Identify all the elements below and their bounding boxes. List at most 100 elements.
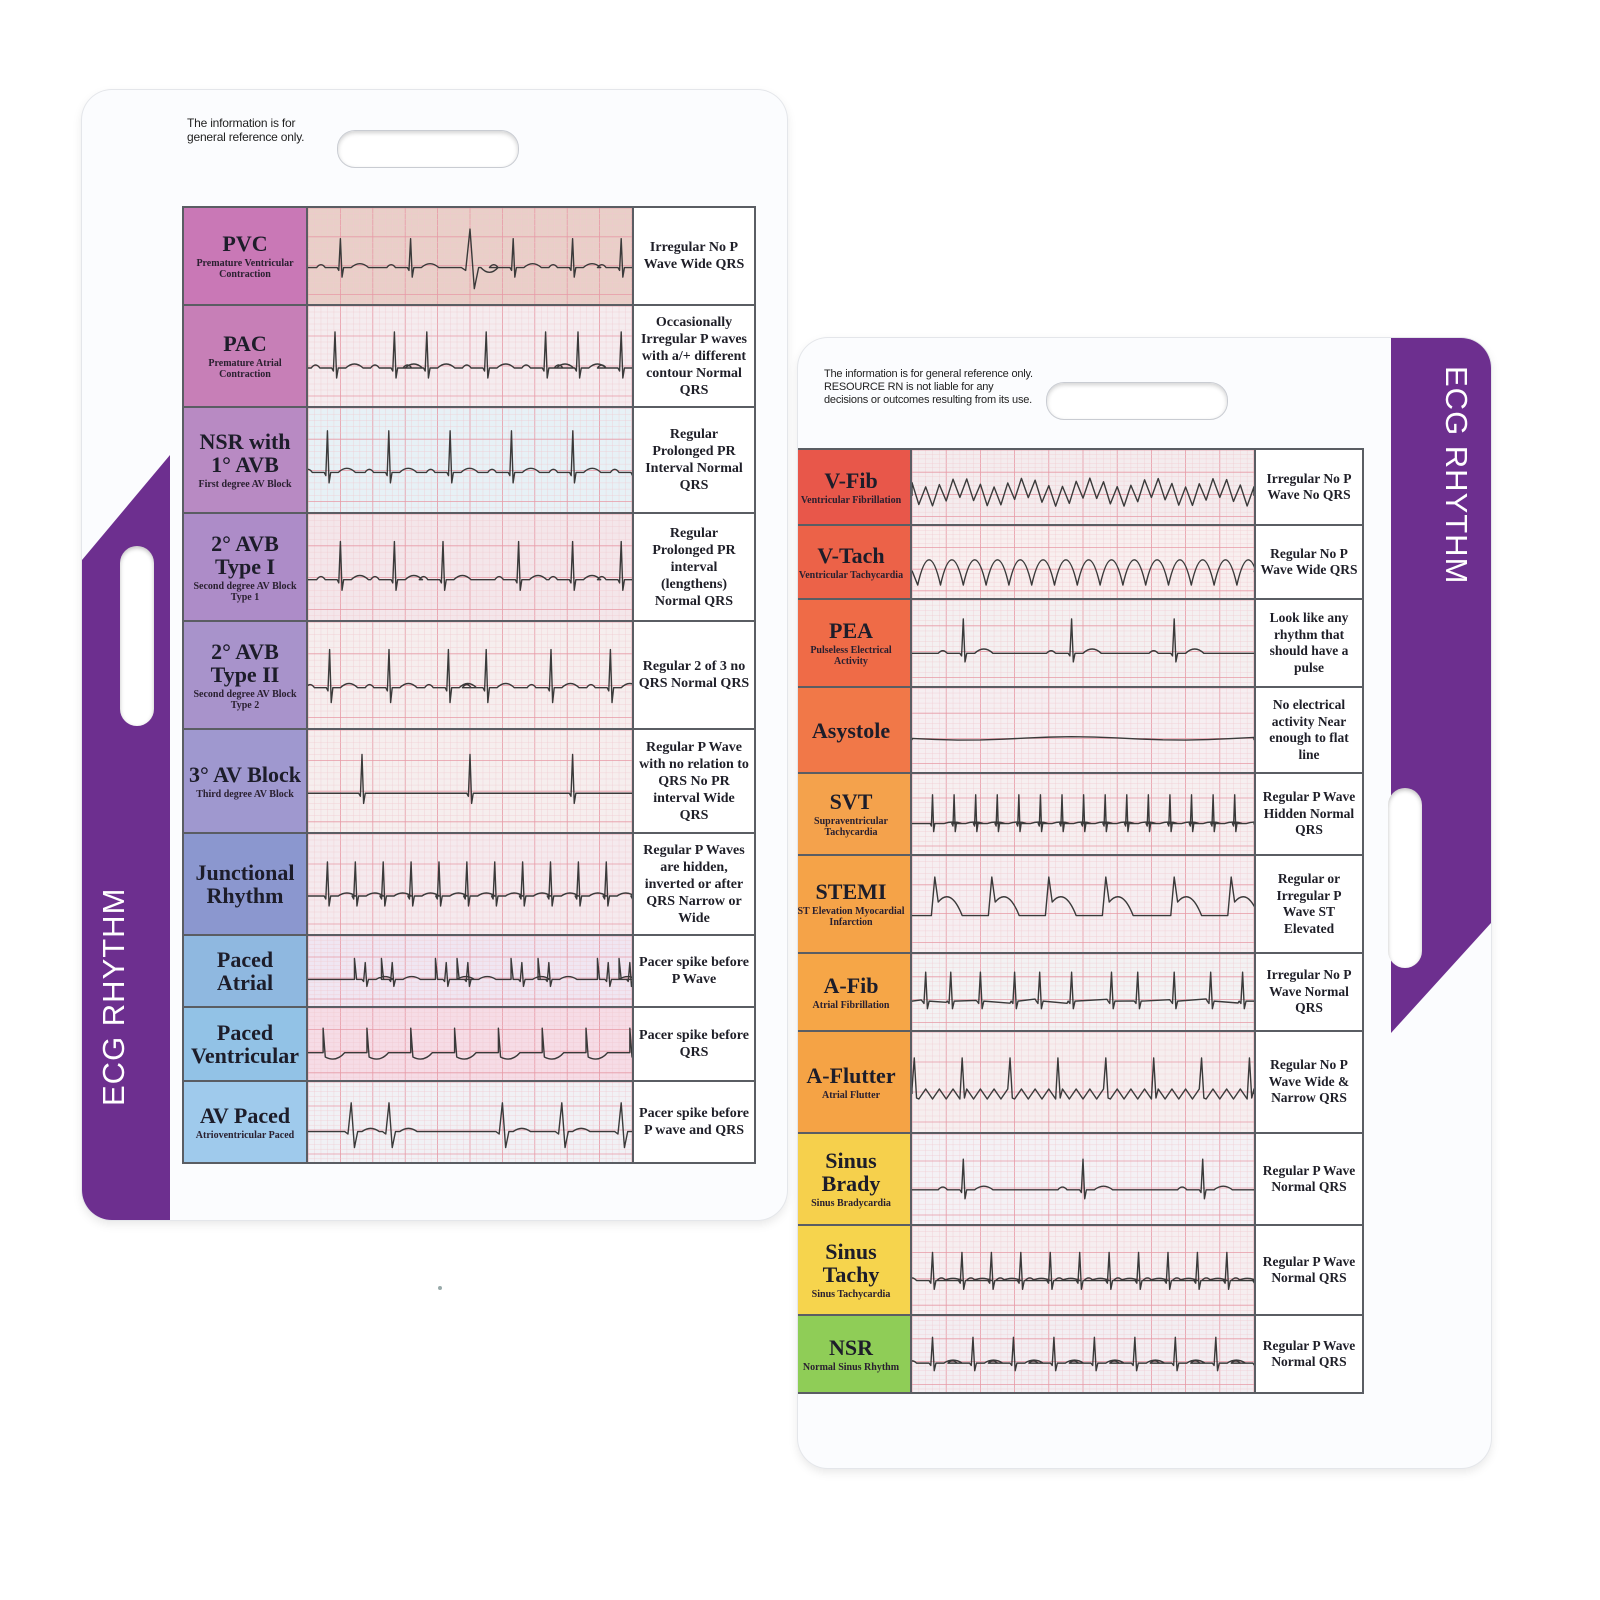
ecg-strip-graph bbox=[912, 1226, 1254, 1314]
ecg-trace bbox=[308, 1028, 632, 1059]
rhythm-label-cell: V-Fib Ventricular Fibrillation bbox=[798, 450, 912, 524]
rhythm-row-nsr: NSR Normal Sinus Rhythm Regular P Wave Nor… bbox=[798, 1316, 1362, 1392]
rhythm-row-svt: SVT Supraventricular Tachycardia Regular P… bbox=[798, 774, 1362, 856]
rhythm-name: AV Paced bbox=[199, 1102, 291, 1128]
rhythm-description: Pacer spike before P Wave bbox=[634, 936, 754, 1006]
rhythm-subtitle: Ventricular Fibrillation bbox=[800, 494, 902, 506]
rhythm-subtitle: Atrial Flutter bbox=[821, 1089, 881, 1101]
rhythm-name: PEA bbox=[829, 618, 873, 643]
rhythm-row-v-fib: V-Fib Ventricular Fibrillation Irregular N… bbox=[798, 450, 1362, 526]
ecg-strip-graph bbox=[912, 1032, 1254, 1132]
rhythm-name: Paced Atrial bbox=[216, 947, 274, 995]
rhythm-description: Regular Prolonged PR interval (lengthens… bbox=[634, 514, 754, 620]
rhythm-name: SVT bbox=[829, 789, 873, 814]
rhythm-subtitle: Supraventricular Tachycardia bbox=[814, 816, 888, 838]
rhythm-name: 2° AVB Type II bbox=[210, 638, 280, 687]
rhythm-label-cell: SVT Supraventricular Tachycardia bbox=[798, 774, 912, 854]
rhythm-label-cell: 3° AV Block Third degree AV Block bbox=[184, 730, 308, 832]
ecg-strip-graph bbox=[912, 954, 1254, 1030]
ecg-trace bbox=[308, 332, 632, 378]
ecg-card-right: ECG RHYTHM The information is for genera… bbox=[798, 338, 1491, 1468]
rhythm-row-pac: PAC Premature Atrial Contraction Occasiona… bbox=[184, 306, 754, 408]
ecg-strip-graph bbox=[308, 936, 632, 1006]
rhythm-row-pvc: PVC Premature Ventricular Contraction Irre… bbox=[184, 208, 754, 306]
ecg-strip bbox=[308, 622, 634, 728]
ecg-strip bbox=[308, 730, 634, 832]
rhythm-row-sinus-tachy: Sinus Tachy Sinus Tachycardia Regular P Wa… bbox=[798, 1226, 1362, 1316]
ecg-strip-graph bbox=[912, 600, 1254, 686]
rhythm-row-asystole: Asystole No electrical activity Near enou… bbox=[798, 688, 1362, 774]
rhythm-name: Sinus Tachy bbox=[822, 1239, 880, 1287]
rhythm-description: Regular P Wave with no relation to QRS N… bbox=[634, 730, 754, 832]
rhythm-description: Regular or Irregular P Wave ST Elevated bbox=[1256, 856, 1362, 952]
ecg-strip-graph bbox=[912, 450, 1254, 524]
rhythm-label-cell: NSR with 1° AVB First degree AV Block bbox=[184, 408, 308, 512]
ecg-strip-graph bbox=[308, 408, 632, 512]
ecg-trace bbox=[912, 795, 1254, 832]
rhythm-label-cell: PEA Pulseless Electrical Activity bbox=[798, 600, 912, 686]
ecg-trace bbox=[912, 1058, 1254, 1099]
ecg-strip bbox=[308, 1008, 634, 1080]
ecg-strip bbox=[912, 450, 1256, 524]
ecg-strip bbox=[912, 856, 1256, 952]
rhythm-label-cell: AV Paced Atrioventricular Paced bbox=[184, 1082, 308, 1162]
ecg-strip-graph bbox=[308, 834, 632, 934]
ecg-strip-graph bbox=[912, 526, 1254, 598]
disclaimer-right: The information is for general reference… bbox=[824, 368, 1033, 406]
rhythm-description: Regular No P Wave Wide & Narrow QRS bbox=[1256, 1032, 1362, 1132]
rhythm-row-paced-ventricular: Paced Ventricular Pacer spike before QRS bbox=[184, 1008, 754, 1082]
rhythm-name: STEMI bbox=[815, 879, 887, 904]
ecg-trace bbox=[308, 650, 632, 703]
ecg-trace bbox=[308, 862, 632, 906]
ecg-strip bbox=[912, 1134, 1256, 1224]
rhythm-description: Pacer spike before QRS bbox=[634, 1008, 754, 1080]
rhythm-name: PAC bbox=[223, 331, 267, 356]
rhythm-row-paced-atrial: Paced Atrial Pacer spike before P Wave bbox=[184, 936, 754, 1008]
rhythm-row-stemi: STEMI ST Elevation Myocardial Infarction R… bbox=[798, 856, 1362, 954]
ecg-trace bbox=[308, 229, 632, 289]
rhythm-name: V-Tach bbox=[817, 542, 885, 568]
ecg-trace bbox=[912, 619, 1254, 662]
ecg-trace bbox=[308, 542, 632, 591]
rhythm-name: Junctional Rhythm bbox=[195, 860, 295, 908]
rhythm-row-v-tach: V-Tach Ventricular Tachycardia Regular No … bbox=[798, 526, 1362, 600]
ecg-strip-graph bbox=[912, 774, 1254, 854]
ecg-strip-graph bbox=[308, 514, 632, 620]
rhythm-label-cell: Sinus Brady Sinus Bradycardia bbox=[798, 1134, 912, 1224]
ecg-strip bbox=[308, 834, 634, 934]
rhythm-subtitle: Ventricular Tachycardia bbox=[798, 569, 904, 581]
hang-slot-side-left bbox=[120, 546, 154, 726]
ecg-strip bbox=[308, 936, 634, 1006]
rhythm-row-pea: PEA Pulseless Electrical Activity Look lik… bbox=[798, 600, 1362, 688]
rhythm-label-cell: PVC Premature Ventricular Contraction bbox=[184, 208, 308, 304]
rhythm-description: Look like any rhythm that should have a … bbox=[1256, 600, 1362, 686]
ecg-strip bbox=[912, 1032, 1256, 1132]
ecg-strip-graph bbox=[308, 1082, 632, 1162]
ecg-strip-graph bbox=[308, 306, 632, 406]
ecg-strip bbox=[308, 208, 634, 304]
rhythm-description: Regular P Waves are hidden, inverted or … bbox=[634, 834, 754, 934]
rhythm-subtitle: First degree AV Block bbox=[198, 479, 292, 490]
rhythm-name: NSR bbox=[828, 1334, 873, 1360]
rhythm-description: Pacer spike before P wave and QRS bbox=[634, 1082, 754, 1162]
ecg-trace bbox=[912, 877, 1254, 915]
rhythm-label-cell: 2° AVB Type II Second degree AV Block Typ… bbox=[184, 622, 308, 728]
ecg-trace bbox=[912, 737, 1254, 740]
rhythm-name: 2° AVB Type I bbox=[211, 530, 279, 579]
rhythm-row-a-fib: A-Fib Atrial Fibrillation Irregular No P W… bbox=[798, 954, 1362, 1032]
rhythm-subtitle: Atrioventricular Paced bbox=[195, 1129, 295, 1141]
rhythm-label-cell: Paced Ventricular bbox=[184, 1008, 308, 1080]
ecg-strip-graph bbox=[912, 856, 1254, 952]
ecg-strip bbox=[308, 514, 634, 620]
rhythm-row-nsr-with-1-avb: NSR with 1° AVB First degree AV Block Regu… bbox=[184, 408, 754, 514]
rhythm-label-cell: A-Flutter Atrial Flutter bbox=[798, 1032, 912, 1132]
hang-slot-top-right bbox=[1046, 382, 1228, 420]
rhythm-description: Regular Prolonged PR Interval Normal QRS bbox=[634, 408, 754, 512]
ecg-trace bbox=[912, 972, 1254, 1008]
rhythm-name: Asystole bbox=[811, 717, 891, 743]
band-label-left: ECG RHYTHM bbox=[96, 887, 131, 1106]
ecg-strip bbox=[912, 774, 1256, 854]
rhythm-label-cell: 2° AVB Type I Second degree AV Block Type… bbox=[184, 514, 308, 620]
rhythm-label-cell: Junctional Rhythm bbox=[184, 834, 308, 934]
rhythm-label-cell: PAC Premature Atrial Contraction bbox=[184, 306, 308, 406]
